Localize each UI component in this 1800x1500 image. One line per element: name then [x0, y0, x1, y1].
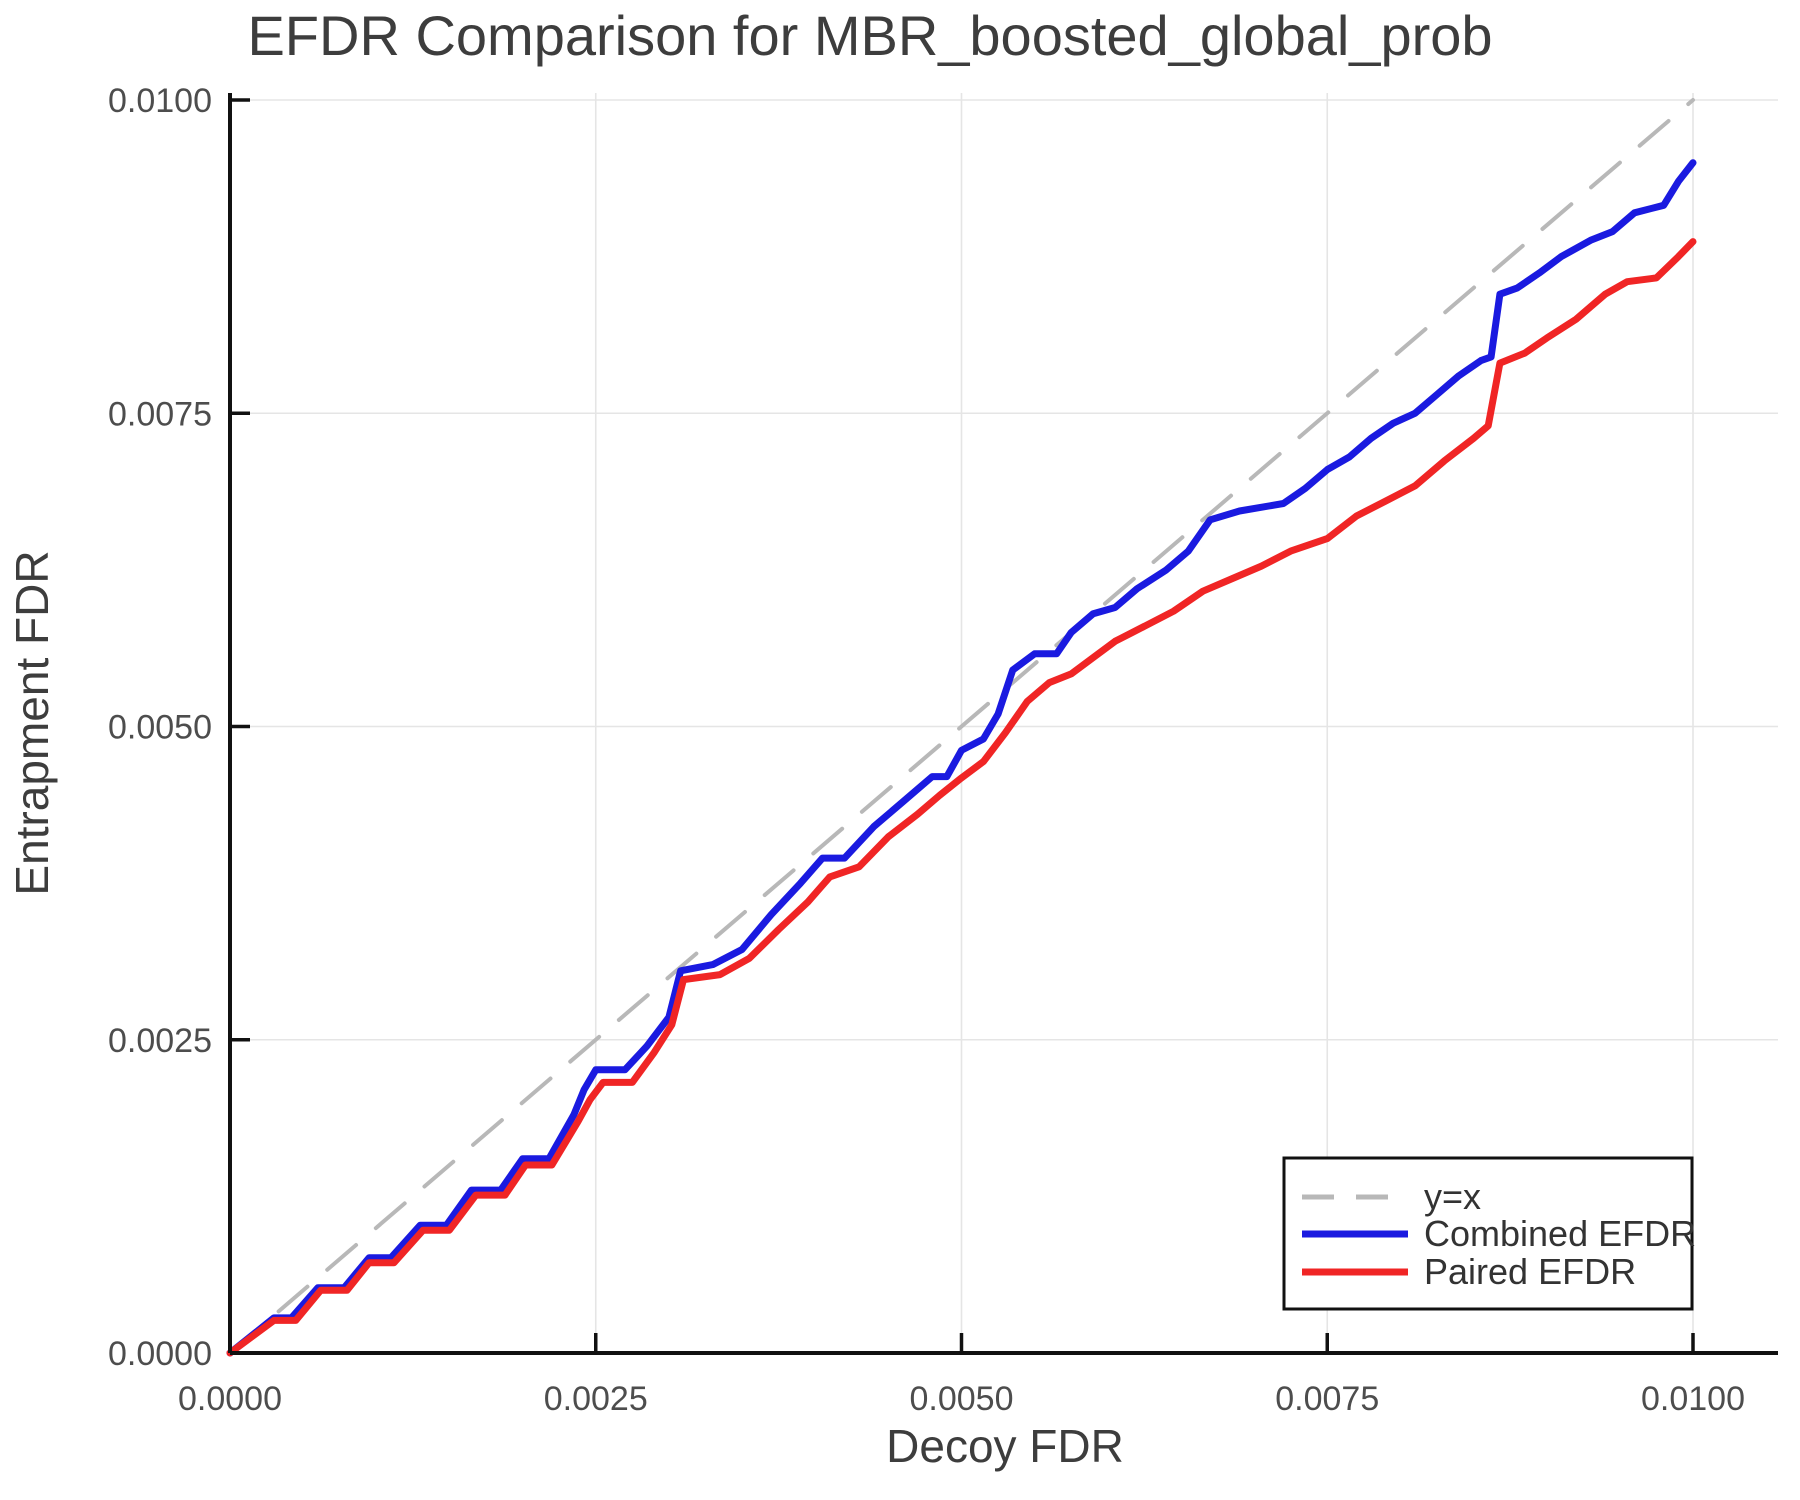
- x-tick-label: 0.0075: [1275, 1380, 1379, 1418]
- chart-title: EFDR Comparison for MBR_boosted_global_p…: [247, 4, 1492, 67]
- y-tick-label: 0.0025: [108, 1022, 212, 1060]
- grid-layer: [230, 93, 1778, 1353]
- paired-efdr-line: [226, 238, 1697, 1357]
- series-layer: [226, 98, 1697, 1357]
- axes-layer: 0.0000 0.0025 0.0050 0.0075 0.0100 0.0000 0.00…: [108, 82, 1778, 1418]
- legend-label: Combined EFDR: [1424, 1213, 1696, 1254]
- y-tick-label: 0.0000: [108, 1335, 212, 1373]
- x-tick-label: 0.0000: [178, 1380, 282, 1418]
- combined-efdr-line: [226, 159, 1697, 1357]
- x-tick-label: 0.0025: [544, 1380, 648, 1418]
- y-axis-title: Entrapment FDR: [6, 550, 58, 895]
- legend-label: y=x: [1424, 1176, 1481, 1217]
- identity-line: [228, 98, 1695, 1355]
- legend-label: Paired EFDR: [1424, 1251, 1636, 1292]
- y-tick-label: 0.0100: [108, 82, 212, 120]
- x-axis-title: Decoy FDR: [886, 1420, 1124, 1472]
- x-tick-label: 0.0100: [1641, 1380, 1745, 1418]
- y-tick-label: 0.0050: [108, 709, 212, 747]
- x-tick-label: 0.0050: [910, 1380, 1014, 1418]
- y-tick-label: 0.0075: [108, 395, 212, 433]
